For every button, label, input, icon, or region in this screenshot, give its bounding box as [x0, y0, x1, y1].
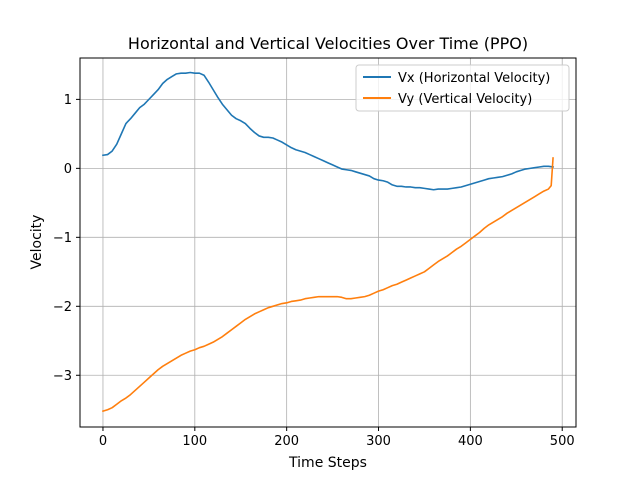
x-tick-label: 400 [458, 434, 483, 449]
legend-label-vy: Vy (Vertical Velocity) [398, 92, 532, 107]
x-tick-label: 500 [550, 434, 575, 449]
series-line-vy [101, 157, 554, 413]
legend-label-vx: Vx (Horizontal Velocity) [398, 71, 550, 86]
legend-frame [355, 64, 570, 112]
y-tick-label: −2 [53, 300, 72, 315]
chart-title: Horizontal and Vertical Velocities Over … [128, 34, 528, 53]
y-axis-ticks: −3 −2 −1 0 1 [53, 93, 80, 384]
plot-frame [79, 57, 577, 428]
x-tick-label: 100 [182, 434, 207, 449]
series-line-vx [102, 71, 554, 191]
y-tick-label: 1 [64, 93, 72, 108]
legend: Vx (Horizontal Velocity) Vy (Vertical Ve… [355, 64, 570, 112]
y-tick-label: −3 [53, 369, 72, 384]
x-tick-label: 0 [99, 434, 107, 449]
series-layer [101, 71, 554, 413]
x-tick-label: 300 [366, 434, 391, 449]
y-axis-label: Velocity [29, 215, 45, 270]
x-axis-label: Time Steps [288, 455, 367, 471]
y-tick-label: 0 [64, 162, 72, 177]
x-tick-label: 200 [274, 434, 299, 449]
y-tick-label: −1 [53, 231, 72, 246]
x-axis-ticks: 0 100 200 300 400 500 [99, 427, 575, 449]
